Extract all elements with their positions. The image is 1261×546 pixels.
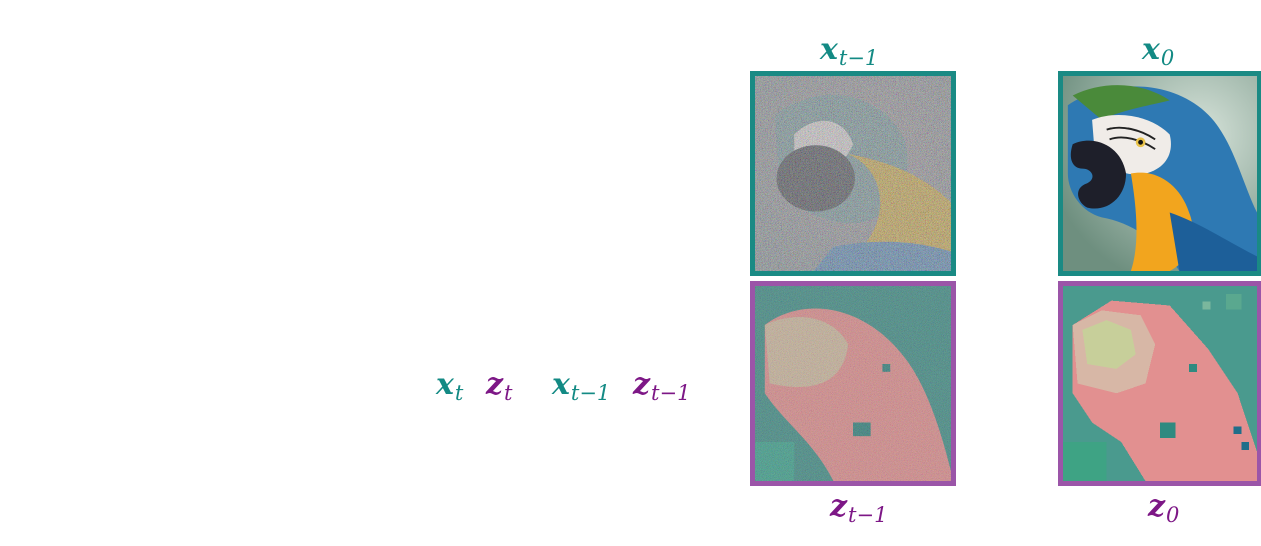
label-zt: zt (486, 367, 513, 405)
col1-bottom-label: zt−1 (830, 489, 888, 527)
noisy-latent-graphic (755, 286, 951, 481)
clean-parrot-image (1058, 71, 1261, 276)
noisy-parrot-graphic (755, 76, 951, 271)
col2-top-label: x0 (1142, 32, 1175, 70)
label-xt: xt (436, 367, 464, 405)
clean-parrot-graphic (1063, 76, 1257, 271)
clean-latent-image (1058, 281, 1261, 486)
label-xt-minus-1-inline: xt−1 (552, 367, 611, 405)
label-zt-minus-1-inline: zt−1 (633, 367, 691, 405)
clean-latent-graphic (1063, 286, 1257, 481)
col1-top-label: xt−1 (820, 32, 879, 70)
noisy-parrot-image (750, 71, 956, 276)
col2-bottom-label: z0 (1148, 489, 1180, 527)
noisy-latent-image (750, 281, 956, 486)
